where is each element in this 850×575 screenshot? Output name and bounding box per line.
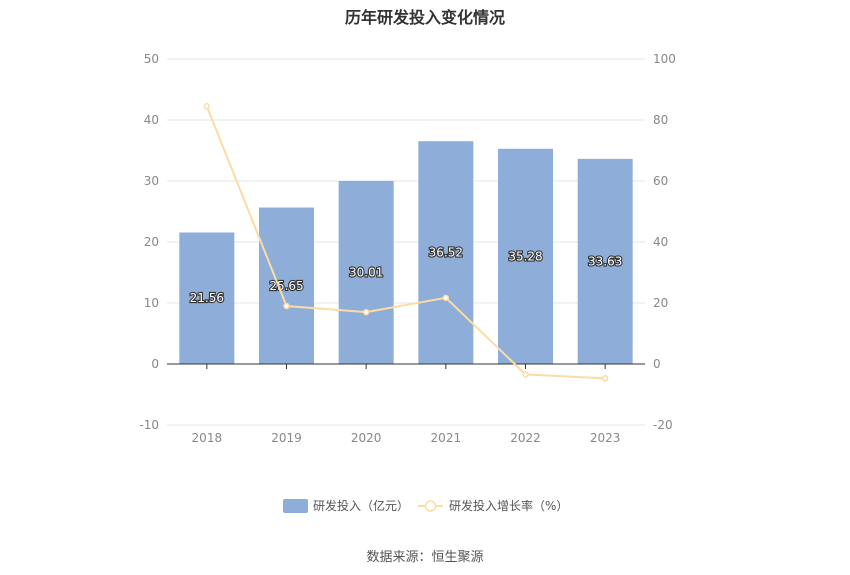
- x-axis-tick-label: 2023: [590, 431, 621, 445]
- growth-rate-point-2023: [601, 375, 609, 382]
- legend-swatch-line-marker: [424, 500, 437, 512]
- right-axis-tick-label: 100: [653, 52, 676, 66]
- right-axis-tick-label: 60: [653, 174, 668, 188]
- x-axis-tick-label: 2022: [510, 431, 541, 445]
- legend-label-line[interactable]: 研发投入增长率（%）: [449, 498, 568, 513]
- growth-rate-point-2020: [362, 308, 370, 316]
- x-axis-ticks: 2018 2019 2020 2021 2022 2023: [192, 431, 621, 445]
- bar-2019: [259, 207, 314, 364]
- left-axis-ticks: -10 0 10 20 30 40 50: [139, 52, 159, 432]
- bar-data-label: 33.63: [588, 254, 622, 268]
- legend-label-bar[interactable]: 研发投入（亿元）: [313, 498, 409, 513]
- bar-data-labels: 21.56 25.65 30.01 36.52 35.28 33.63: [189, 245, 624, 307]
- legend: 研发投入（亿元） 研发投入增长率（%）: [283, 498, 568, 513]
- bar-2023: [577, 158, 633, 364]
- bar-data-label: 21.56: [190, 291, 224, 305]
- bar-data-label: 35.28: [508, 249, 542, 263]
- left-axis-tick-label: -10: [139, 418, 159, 432]
- left-axis-tick-label: 10: [144, 296, 159, 310]
- x-axis-tick-label: 2020: [351, 431, 382, 445]
- right-axis-tick-label: 0: [653, 357, 661, 371]
- right-axis-tick-label: 80: [653, 113, 668, 127]
- growth-rate-line: [205, 105, 606, 380]
- growth-rate-point-2021: [442, 294, 450, 302]
- chart-title: 历年研发投入变化情况: [344, 8, 505, 27]
- right-axis-tick-label: 40: [653, 235, 668, 249]
- bar-data-label: 36.52: [429, 246, 463, 260]
- x-axis: [167, 363, 645, 369]
- bar-2022: [498, 148, 553, 364]
- right-axis-ticks: -20 0 20 40 60 80 100: [653, 52, 676, 432]
- legend-swatch-bar[interactable]: [283, 499, 308, 513]
- line-series: [203, 103, 609, 382]
- left-axis-tick-label: 30: [144, 174, 159, 188]
- right-axis-tick-label: -20: [653, 418, 673, 432]
- growth-rate-point-2022: [522, 371, 529, 378]
- bar-data-label: 30.01: [349, 265, 383, 279]
- left-axis-tick-label: 0: [151, 357, 159, 371]
- bar-2018: [179, 232, 235, 364]
- growth-rate-point-2018: [203, 103, 211, 110]
- bar-2021: [418, 141, 474, 364]
- left-axis-tick-label: 40: [144, 113, 159, 127]
- data-source: 数据来源：恒生聚源: [366, 550, 484, 565]
- bar-series: [179, 141, 633, 364]
- x-axis-tick-label: 2021: [431, 431, 462, 445]
- x-axis-tick-label: 2018: [192, 431, 223, 445]
- x-axis-tick-label: 2019: [271, 431, 302, 445]
- bar-2020: [338, 180, 394, 364]
- left-axis-tick-label: 20: [144, 235, 159, 249]
- grid-lines: [167, 58, 645, 426]
- growth-rate-point-2019: [283, 302, 290, 310]
- bar-data-label: 25.65: [269, 279, 303, 293]
- left-axis-tick-label: 50: [144, 52, 159, 66]
- right-axis-tick-label: 20: [653, 296, 668, 310]
